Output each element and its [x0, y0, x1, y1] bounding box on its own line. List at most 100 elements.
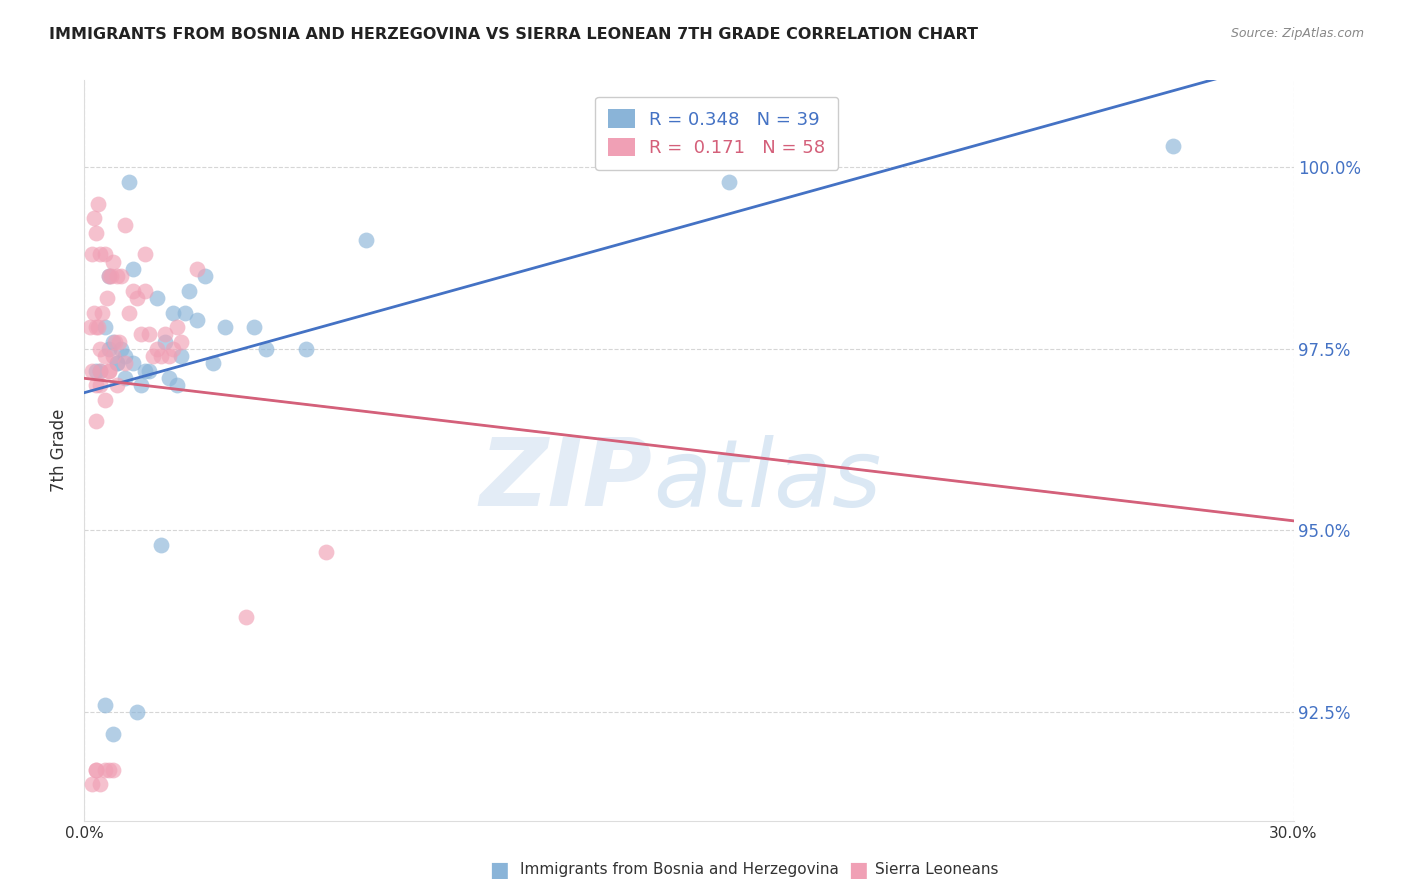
- Point: [93, 349, 115, 363]
- Point: [118, 305, 141, 319]
- Point: [101, 254, 124, 268]
- Point: [138, 363, 160, 377]
- Point: [157, 349, 180, 363]
- Point: [93, 320, 115, 334]
- Text: IMMIGRANTS FROM BOSNIA AND HERZEGOVINA VS SIERRA LEONEAN 7TH GRADE CORRELATION C: IMMIGRANTS FROM BOSNIA AND HERZEGOVINA V…: [49, 27, 979, 42]
- Point: [96, 291, 118, 305]
- Point: [105, 356, 128, 370]
- Point: [93, 763, 115, 777]
- Point: [93, 698, 115, 712]
- Point: [86, 378, 108, 392]
- Point: [89, 777, 111, 791]
- Point: [121, 262, 143, 277]
- Point: [105, 378, 128, 392]
- Text: Immigrants from Bosnia and Herzegovina: Immigrants from Bosnia and Herzegovina: [520, 863, 839, 877]
- Point: [174, 305, 197, 319]
- Point: [86, 363, 108, 377]
- Point: [179, 284, 201, 298]
- Point: [86, 320, 108, 334]
- Point: [149, 538, 172, 552]
- Point: [79, 320, 101, 334]
- Point: [138, 327, 160, 342]
- Point: [125, 291, 148, 305]
- Point: [718, 175, 741, 189]
- Text: ■: ■: [848, 860, 868, 880]
- Point: [91, 305, 114, 319]
- Point: [142, 349, 165, 363]
- Y-axis label: 7th Grade: 7th Grade: [51, 409, 69, 492]
- Point: [89, 363, 111, 377]
- Point: [97, 269, 120, 284]
- Point: [97, 363, 120, 377]
- Point: [101, 349, 124, 363]
- Point: [105, 269, 128, 284]
- Point: [166, 378, 188, 392]
- Point: [105, 356, 128, 370]
- Point: [97, 363, 120, 377]
- Point: [134, 363, 156, 377]
- Point: [295, 342, 318, 356]
- Point: [149, 349, 172, 363]
- Point: [194, 269, 217, 284]
- Point: [1161, 138, 1184, 153]
- Point: [146, 342, 169, 356]
- Point: [101, 726, 124, 740]
- Point: [114, 349, 136, 363]
- Text: Sierra Leoneans: Sierra Leoneans: [875, 863, 998, 877]
- Point: [121, 356, 143, 370]
- Point: [97, 269, 120, 284]
- Point: [129, 378, 152, 392]
- Point: [89, 342, 111, 356]
- Point: [254, 342, 277, 356]
- Point: [114, 219, 136, 233]
- Point: [100, 269, 122, 284]
- Point: [101, 334, 124, 349]
- Point: [153, 334, 176, 349]
- Point: [86, 763, 108, 777]
- Point: [89, 363, 111, 377]
- Point: [118, 175, 141, 189]
- Point: [82, 247, 104, 261]
- Point: [162, 305, 184, 319]
- Point: [315, 545, 337, 559]
- Point: [186, 262, 208, 277]
- Point: [114, 371, 136, 385]
- Point: [97, 342, 120, 356]
- Point: [153, 327, 176, 342]
- Point: [82, 363, 104, 377]
- Point: [162, 342, 184, 356]
- Point: [86, 763, 108, 777]
- Point: [186, 313, 208, 327]
- Text: Source: ZipAtlas.com: Source: ZipAtlas.com: [1230, 27, 1364, 40]
- Point: [134, 247, 156, 261]
- Point: [235, 610, 257, 624]
- Point: [121, 284, 143, 298]
- Point: [125, 705, 148, 719]
- Text: ■: ■: [489, 860, 509, 880]
- Point: [82, 777, 104, 791]
- Point: [87, 320, 110, 334]
- Point: [107, 334, 129, 349]
- Point: [83, 305, 105, 319]
- Point: [89, 378, 111, 392]
- Point: [134, 284, 156, 298]
- Point: [242, 320, 264, 334]
- Point: [114, 356, 136, 370]
- Point: [129, 327, 152, 342]
- Point: [86, 226, 108, 240]
- Point: [93, 392, 115, 407]
- Point: [83, 211, 105, 226]
- Point: [202, 356, 225, 370]
- Point: [104, 334, 127, 349]
- Point: [170, 334, 193, 349]
- Point: [170, 349, 193, 363]
- Point: [356, 233, 378, 247]
- Point: [157, 371, 180, 385]
- Point: [166, 320, 188, 334]
- Legend: R = 0.348   N = 39, R =  0.171   N = 58: R = 0.348 N = 39, R = 0.171 N = 58: [595, 96, 838, 169]
- Text: atlas: atlas: [652, 434, 882, 525]
- Point: [86, 414, 108, 428]
- Point: [97, 763, 120, 777]
- Point: [93, 247, 115, 261]
- Point: [110, 342, 132, 356]
